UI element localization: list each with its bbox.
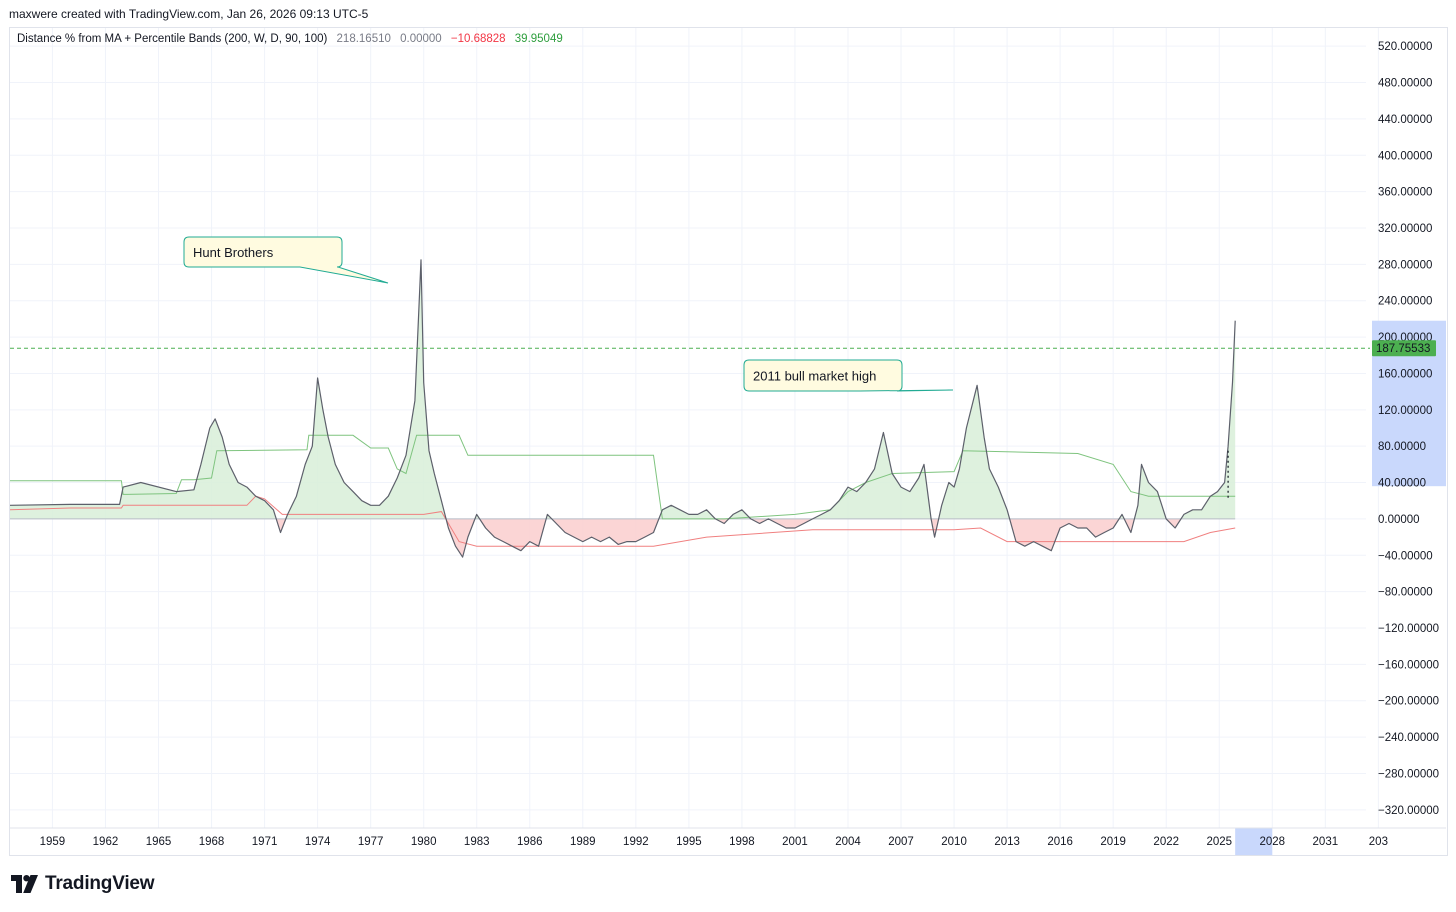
x-tick-label: 1995 bbox=[676, 836, 702, 848]
legend-value-zero: 0.00000 bbox=[400, 33, 442, 45]
x-tick-label: 1962 bbox=[93, 836, 119, 848]
y-tick-label: −200.00000 bbox=[1378, 696, 1439, 708]
x-tick-label: 1971 bbox=[252, 836, 278, 848]
y-tick-label: 120.00000 bbox=[1378, 405, 1432, 417]
positive-fill bbox=[10, 259, 1236, 519]
distance-line[interactable] bbox=[10, 259, 1236, 558]
legend-value-main: 218.16510 bbox=[336, 33, 391, 45]
callout-text: Hunt Brothers bbox=[193, 245, 274, 260]
y-tick-label: 80.00000 bbox=[1378, 441, 1426, 453]
chart-pane[interactable] bbox=[9, 27, 1448, 856]
grid bbox=[10, 28, 1379, 828]
x-tick-label: 1992 bbox=[623, 836, 649, 848]
y-tick-label: 280.00000 bbox=[1378, 259, 1432, 271]
callout-annotation[interactable]: 2011 bull market high bbox=[743, 359, 954, 392]
y-tick-label: 520.00000 bbox=[1378, 41, 1432, 53]
callout-bubble bbox=[743, 359, 954, 392]
x-tick-label: 1965 bbox=[146, 836, 172, 848]
callout-bubble bbox=[183, 236, 389, 284]
x-tick-label: 2028 bbox=[1260, 836, 1286, 848]
y-tick-label: 480.00000 bbox=[1378, 78, 1432, 90]
current-value-tag-text: 187.75533 bbox=[1376, 343, 1430, 355]
x-tick-label: 1959 bbox=[40, 836, 66, 848]
y-tick-label: 320.00000 bbox=[1378, 223, 1432, 235]
lower-band-line[interactable] bbox=[10, 495, 1236, 547]
tradingview-logo[interactable]: TradingView bbox=[11, 873, 155, 895]
price-axis[interactable]: 520.00000 480.00000 440.00000 400.00000 360.… bbox=[1378, 41, 1439, 817]
x-tick-label: 2004 bbox=[835, 836, 861, 848]
x-tick-label: 1986 bbox=[517, 836, 543, 848]
y-tick-label: −160.00000 bbox=[1378, 659, 1439, 671]
negative-fill bbox=[276, 518, 1181, 558]
x-tick-label: 203 bbox=[1369, 836, 1388, 848]
y-tick-label: −320.00000 bbox=[1378, 805, 1439, 817]
y-tick-label: 0.00000 bbox=[1378, 514, 1420, 526]
y-tick-label: 160.00000 bbox=[1378, 368, 1432, 380]
x-tick-label: 1968 bbox=[199, 836, 225, 848]
tradingview-logo-text: TradingView bbox=[45, 873, 155, 894]
y-tick-label: 240.00000 bbox=[1378, 296, 1432, 308]
y-tick-label: −120.00000 bbox=[1378, 623, 1439, 635]
legend-value-upper: 39.95049 bbox=[514, 33, 563, 45]
indicator-title[interactable]: Distance % from MA + Percentile Bands (2… bbox=[17, 33, 328, 45]
y-tick-label: −40.00000 bbox=[1378, 550, 1433, 562]
y-tick-label: −280.00000 bbox=[1378, 768, 1439, 780]
callout-annotation[interactable]: Hunt Brothers bbox=[183, 236, 389, 284]
x-tick-label: 2010 bbox=[941, 836, 967, 848]
upper-band-line[interactable] bbox=[10, 434, 1236, 520]
x-tick-label: 1989 bbox=[570, 836, 596, 848]
x-tick-label: 1983 bbox=[464, 836, 490, 848]
legend-value-lower: −10.68828 bbox=[450, 33, 506, 45]
x-tick-label: 1977 bbox=[358, 836, 384, 848]
y-tick-label: 40.00000 bbox=[1378, 478, 1426, 490]
x-tick-label: 2013 bbox=[994, 836, 1020, 848]
tradingview-logo-icon bbox=[11, 875, 38, 893]
x-tick-label: 1980 bbox=[411, 836, 437, 848]
x-tick-label: 2019 bbox=[1100, 836, 1126, 848]
indicator-legend[interactable]: Distance % from MA + Percentile Bands (2… bbox=[17, 33, 569, 45]
plot-area[interactable] bbox=[10, 259, 1236, 558]
time-axis[interactable]: 1959 1962 1965 1968 1971 1974 1977 1980 1983 1986… bbox=[40, 836, 1388, 848]
y-tick-label: −240.00000 bbox=[1378, 732, 1439, 744]
x-tick-label: 2022 bbox=[1153, 836, 1179, 848]
callout-text: 2011 bull market high bbox=[753, 369, 876, 384]
x-tick-label: 1974 bbox=[305, 836, 331, 848]
y-tick-label: −80.00000 bbox=[1378, 587, 1433, 599]
x-tick-label: 2007 bbox=[888, 836, 914, 848]
x-tick-label: 2031 bbox=[1313, 836, 1339, 848]
current-value-tag: 187.75533 bbox=[1372, 340, 1436, 357]
y-tick-label: 440.00000 bbox=[1378, 114, 1432, 126]
y-tick-label: 360.00000 bbox=[1378, 187, 1432, 199]
time-axis-highlight bbox=[1235, 828, 1273, 855]
x-tick-label: 2001 bbox=[782, 836, 808, 848]
attribution-text: maxwere created with TradingView.com, Ja… bbox=[9, 7, 369, 21]
x-tick-label: 2016 bbox=[1047, 836, 1073, 848]
y-tick-label: 400.00000 bbox=[1378, 150, 1432, 162]
x-tick-label: 1998 bbox=[729, 836, 755, 848]
x-tick-label: 2025 bbox=[1206, 836, 1232, 848]
current-value-tag-bg bbox=[1372, 340, 1436, 357]
